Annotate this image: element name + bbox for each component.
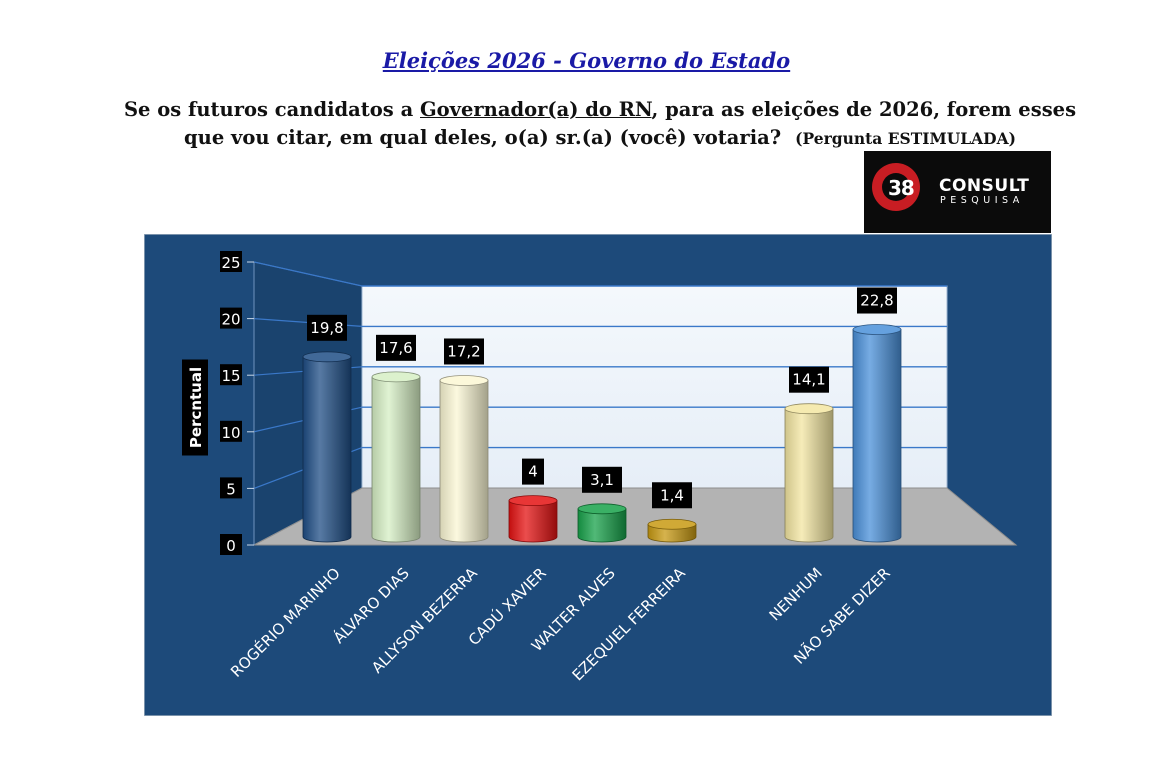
question-text-end: , para as eleições de 2026, forem esses …: [184, 98, 1077, 149]
logo-number: 38: [888, 176, 915, 200]
value-label-box: [444, 338, 484, 365]
question-note: (Pergunta ESTIMULADA): [795, 129, 1016, 148]
bar-body: [577, 508, 627, 543]
chart-svg: 0 5 10 15 20 25 Percntual 19,8 17,6 17,2 4 3,1 1,4 14…: [143, 233, 1053, 717]
bar-top: [302, 351, 352, 363]
y-tick-label: 15: [221, 367, 240, 385]
y-tick-label: 25: [221, 254, 240, 272]
bar-6: [647, 518, 697, 543]
value-label: 19,8: [310, 319, 343, 337]
bar-top: [852, 324, 902, 335]
value-label: 14,1: [792, 371, 825, 389]
y-tick-label-box: [220, 420, 242, 442]
y-tick-label: 0: [226, 537, 236, 555]
question-office: Governador(a) do RN: [420, 98, 652, 121]
y-axis-title-box: [182, 359, 208, 456]
bar-2: [371, 371, 421, 543]
logo-subtitle: PESQUISA: [940, 195, 1024, 206]
y-axis-title: Percntual: [187, 367, 205, 448]
value-label: 1,4: [660, 486, 684, 504]
bar-top: [577, 503, 627, 515]
gridline: [253, 261, 363, 287]
value-label-box: [789, 366, 829, 393]
y-tick-label: 10: [221, 424, 240, 442]
chart-floor: [253, 487, 1018, 546]
value-label-box: [857, 287, 897, 314]
bar-top: [647, 518, 697, 530]
value-label-box: [652, 482, 692, 509]
bar-4: [508, 495, 558, 543]
bar-3: [439, 375, 489, 543]
bar-8: [852, 324, 902, 543]
bar-body: [302, 356, 352, 543]
bar-7: [784, 403, 834, 543]
question-text-start: Se os futuros candidatos a: [123, 98, 420, 121]
logo-c-icon: [872, 163, 920, 211]
y-tick-label: 20: [221, 311, 240, 329]
y-tick-label: 5: [226, 480, 236, 498]
y-tick-label-box: [220, 477, 242, 499]
bar-top: [371, 371, 421, 383]
bar-body: [508, 500, 558, 543]
page-title: Eleições 2026 - Governo do Estado: [382, 48, 791, 73]
bar-body: [852, 329, 902, 543]
bar-body: [784, 408, 834, 543]
logo-brand: CONSULT: [939, 176, 1030, 196]
survey-question: Se os futuros candidatos a Governador(a)…: [110, 96, 1090, 153]
bar-1: [302, 351, 352, 543]
bar-body: [371, 376, 421, 543]
consult-logo: 38 CONSULT PESQUISA: [864, 151, 1051, 233]
value-label-box: [376, 334, 416, 361]
value-label: 4: [528, 463, 538, 481]
y-tick-label-box: [220, 364, 242, 386]
bar-body: [439, 380, 489, 543]
bar-chart: 0 5 10 15 20 25 Percntual 19,8 17,6 17,2 4 3,1 1,4 14…: [143, 233, 1053, 717]
bar-top: [784, 403, 834, 415]
bar-5: [577, 503, 627, 543]
y-tick-label-box: [220, 307, 242, 329]
bar-top: [508, 495, 558, 507]
value-label-box: [307, 314, 347, 341]
value-label: 17,6: [379, 339, 412, 357]
value-label-box: [522, 458, 544, 485]
value-label-box: [582, 466, 622, 493]
value-label: 3,1: [590, 471, 614, 489]
bar-top: [439, 375, 489, 386]
value-label: 22,8: [860, 292, 893, 310]
y-tick-label-box: [220, 534, 242, 555]
value-label: 17,2: [447, 342, 480, 360]
y-tick-label-box: [220, 251, 242, 272]
